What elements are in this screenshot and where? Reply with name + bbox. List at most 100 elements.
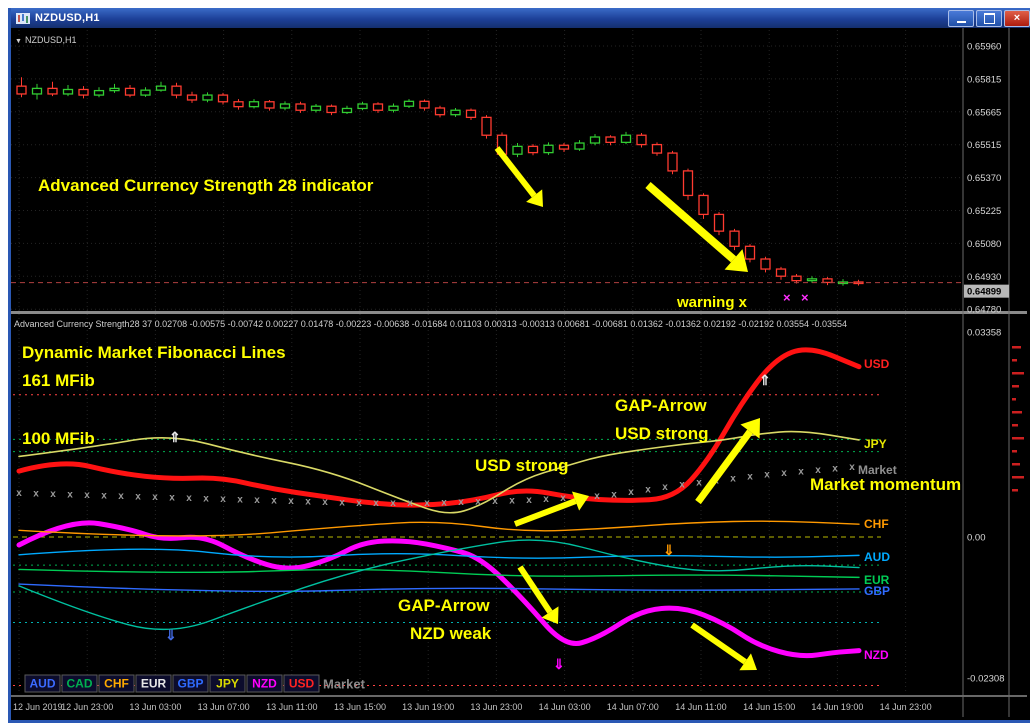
legend-item-AUD[interactable] — [24, 674, 61, 693]
svg-text:Market momentum: Market momentum — [810, 475, 961, 494]
svg-text:USD: USD — [289, 677, 315, 691]
svg-text:14 Jun 03:00: 14 Jun 03:00 — [539, 702, 591, 712]
svg-text:x: x — [339, 497, 345, 508]
svg-text:0.65225: 0.65225 — [967, 206, 1001, 217]
svg-text:x: x — [305, 496, 311, 507]
legend-item-GBP[interactable] — [172, 674, 209, 693]
svg-text:x: x — [560, 493, 566, 504]
svg-text:x: x — [271, 496, 277, 507]
svg-text:Dynamic Market Fibonacci Lines: Dynamic Market Fibonacci Lines — [22, 343, 286, 362]
svg-text:x: x — [764, 469, 770, 480]
price-scale[interactable]: 0.65960 0.65815 0.65665 0.65515 0.65370 0.652… — [964, 42, 1009, 685]
maximize-icon — [983, 12, 995, 24]
svg-text:x: x — [849, 462, 855, 473]
svg-text:CAD: CAD — [67, 677, 93, 691]
grid-lines — [11, 30, 963, 694]
close-button[interactable]: × — [1004, 9, 1030, 27]
line-CAD — [18, 539, 860, 631]
svg-text:NZD: NZD — [252, 677, 277, 691]
svg-text:GAP-Arrow: GAP-Arrow — [398, 596, 490, 615]
svg-text:×: × — [801, 290, 809, 305]
svg-text:x: x — [611, 490, 617, 501]
legend-item-CHF[interactable] — [98, 674, 135, 693]
line-JPY — [18, 430, 860, 514]
line-EUR — [18, 568, 860, 579]
svg-text:x: x — [662, 482, 668, 493]
legend-item-NZD[interactable] — [246, 674, 283, 693]
svg-text:x: x — [730, 473, 736, 484]
svg-text:x: x — [186, 493, 192, 504]
minimize-button[interactable] — [948, 9, 974, 27]
legend-item-USD[interactable] — [283, 674, 320, 693]
svg-text:12 Jun 2019: 12 Jun 2019 — [13, 702, 63, 712]
svg-text:13 Jun 23:00: 13 Jun 23:00 — [470, 702, 522, 712]
mini-chart-strip — [1012, 346, 1024, 492]
svg-text:x: x — [203, 494, 209, 505]
svg-text:x: x — [67, 490, 73, 501]
svg-text:EUR: EUR — [141, 677, 167, 691]
svg-text:x: x — [679, 480, 685, 491]
svg-text:x: x — [815, 465, 821, 476]
svg-text:x: x — [475, 497, 481, 508]
svg-text:0.00: 0.00 — [967, 533, 986, 544]
line-NZD — [16, 520, 862, 659]
svg-text:x: x — [594, 491, 600, 502]
svg-text:14 Jun 23:00: 14 Jun 23:00 — [880, 702, 932, 712]
svg-text:x: x — [169, 493, 175, 504]
svg-text:x: x — [407, 498, 413, 509]
svg-text:0.65370: 0.65370 — [967, 173, 1001, 184]
svg-text:x: x — [526, 495, 532, 506]
line-USD — [16, 347, 862, 508]
svg-text:CHF: CHF — [104, 677, 129, 691]
svg-text:x: x — [628, 487, 634, 498]
svg-text:0.65080: 0.65080 — [967, 239, 1001, 250]
svg-text:⇑: ⇑ — [169, 429, 181, 445]
svg-text:AUD: AUD — [30, 677, 56, 691]
svg-text:GAP-Arrow: GAP-Arrow — [615, 396, 707, 415]
svg-text:0.64899: 0.64899 — [967, 287, 1001, 298]
window-titlebar[interactable]: NZDUSD,H1 × — [11, 8, 1030, 28]
svg-text:x: x — [101, 491, 107, 502]
signal-arrows: ⇑ ⇓ ⇓ ⇑ ⇓ — [165, 372, 771, 672]
svg-text:12 Jun 23:00: 12 Jun 23:00 — [61, 702, 113, 712]
legend-item-EUR[interactable] — [135, 674, 172, 693]
svg-text:0.65665: 0.65665 — [967, 107, 1001, 118]
svg-text:Market: Market — [323, 677, 366, 692]
svg-text:x: x — [33, 489, 39, 500]
svg-text:13 Jun 03:00: 13 Jun 03:00 — [129, 702, 181, 712]
svg-text:x: x — [458, 497, 464, 508]
svg-text:x: x — [747, 471, 753, 482]
svg-text:x: x — [118, 491, 124, 502]
svg-text:x: x — [696, 477, 702, 488]
indicator-legend[interactable]: AUD CAD CHF EUR GBP JPY NZD USD Market — [24, 674, 366, 693]
svg-text:x: x — [798, 466, 804, 477]
svg-text:0.64780: 0.64780 — [967, 305, 1001, 316]
svg-text:Advanced Currency Strength28 3: Advanced Currency Strength28 37 0.02708 … — [14, 319, 847, 329]
chart-icon — [16, 12, 30, 24]
window-controls: × — [948, 9, 1030, 27]
svg-text:▼: ▼ — [15, 38, 22, 45]
candlestick-series — [11, 77, 963, 286]
svg-text:13 Jun 07:00: 13 Jun 07:00 — [198, 702, 250, 712]
svg-text:14 Jun 15:00: 14 Jun 15:00 — [743, 702, 795, 712]
svg-text:x: x — [509, 496, 515, 507]
window-title: NZDUSD,H1 — [35, 12, 100, 24]
legend-item-CAD[interactable] — [61, 674, 98, 693]
svg-text:x: x — [441, 498, 447, 509]
svg-text:13 Jun 15:00: 13 Jun 15:00 — [334, 702, 386, 712]
legend-item-JPY[interactable] — [209, 674, 246, 693]
maximize-button[interactable] — [976, 9, 1002, 27]
panel-headers: ▼ NZDUSD,H1 Advanced Currency Strength28 3… — [14, 35, 847, 329]
svg-text:NZD: NZD — [864, 648, 889, 662]
svg-text:NZDUSD,H1: NZDUSD,H1 — [25, 35, 77, 45]
svg-text:USD strong: USD strong — [615, 424, 709, 443]
svg-text:x: x — [645, 485, 651, 496]
svg-text:⇓: ⇓ — [663, 542, 675, 558]
svg-text:CHF: CHF — [864, 517, 889, 531]
